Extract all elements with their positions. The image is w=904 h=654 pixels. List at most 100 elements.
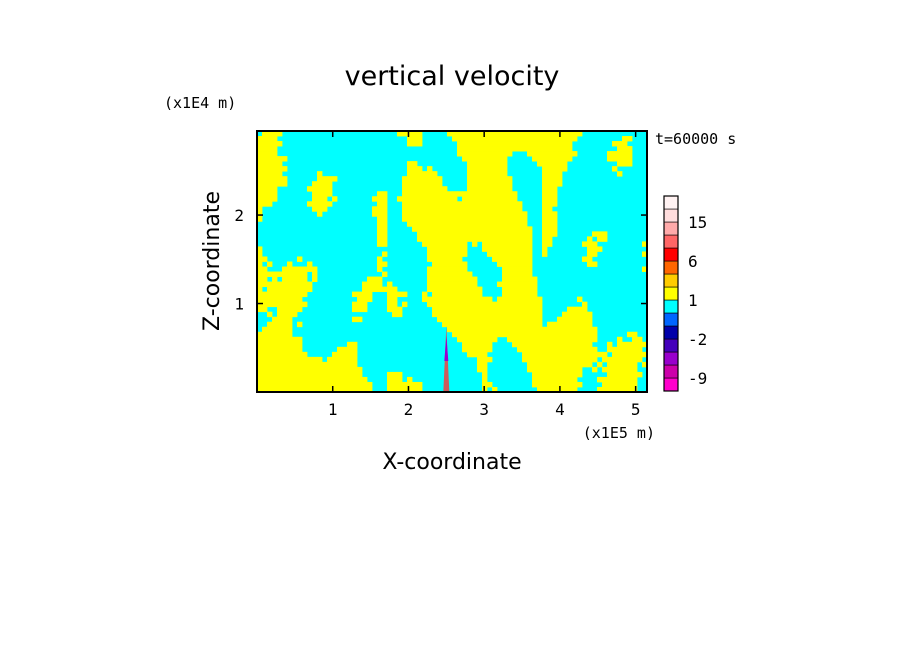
- positive-velocity-cell: [327, 186, 333, 192]
- positive-velocity-cell: [267, 186, 273, 192]
- positive-velocity-cell: [257, 276, 263, 282]
- positive-velocity-cell: [577, 321, 583, 328]
- positive-velocity-cell: [432, 261, 438, 267]
- positive-velocity-cell: [492, 161, 498, 167]
- positive-velocity-cell: [447, 226, 453, 232]
- positive-velocity-cell: [357, 306, 363, 313]
- positive-velocity-cell: [487, 356, 493, 363]
- colorbar-tick-label: 1: [688, 291, 698, 310]
- positive-velocity-cell: [507, 281, 513, 287]
- positive-velocity-cell: [437, 221, 443, 227]
- positive-velocity-cell: [447, 236, 453, 242]
- positive-velocity-cell: [532, 361, 538, 368]
- positive-velocity-cell: [472, 286, 478, 293]
- positive-velocity-cell: [437, 266, 443, 272]
- positive-velocity-cell: [537, 326, 543, 333]
- positive-velocity-cell: [642, 241, 647, 247]
- colorbar-swatch: [663, 221, 679, 236]
- positive-velocity-cell: [432, 311, 438, 318]
- positive-velocity-cell: [497, 226, 503, 232]
- positive-velocity-cell: [342, 356, 348, 363]
- positive-velocity-cell: [472, 131, 478, 137]
- positive-velocity-cell: [467, 146, 473, 152]
- positive-velocity-cell: [297, 346, 303, 353]
- positive-velocity-cell: [297, 266, 303, 272]
- positive-velocity-cell: [262, 176, 268, 182]
- positive-velocity-cell: [267, 371, 273, 378]
- positive-velocity-cell: [317, 376, 323, 383]
- positive-velocity-cell: [452, 281, 458, 287]
- positive-velocity-cell: [417, 176, 423, 182]
- positive-velocity-cell: [512, 221, 518, 227]
- positive-velocity-cell: [632, 371, 638, 378]
- positive-velocity-cell: [577, 296, 583, 303]
- positive-velocity-cell: [427, 256, 433, 262]
- positive-velocity-cell: [497, 281, 503, 287]
- positive-velocity-cell: [567, 326, 573, 333]
- positive-velocity-cell: [257, 351, 263, 358]
- positive-velocity-cell: [587, 321, 593, 328]
- positive-velocity-cell: [607, 156, 613, 162]
- positive-velocity-cell: [302, 386, 308, 392]
- positive-velocity-cell: [562, 141, 568, 147]
- positive-velocity-cell: [362, 381, 368, 388]
- positive-velocity-cell: [507, 251, 513, 257]
- positive-velocity-cell: [507, 231, 513, 237]
- positive-velocity-cell: [372, 211, 378, 217]
- positive-velocity-cell: [322, 386, 328, 392]
- positive-velocity-cell: [542, 371, 548, 378]
- positive-velocity-cell: [542, 341, 548, 348]
- positive-velocity-cell: [497, 216, 503, 222]
- positive-velocity-cell: [552, 331, 558, 338]
- positive-velocity-cell: [552, 341, 558, 348]
- positive-velocity-cell: [507, 291, 513, 298]
- positive-velocity-cell: [492, 206, 498, 212]
- positive-velocity-cell: [437, 181, 443, 187]
- colorbar-swatch: [663, 299, 679, 314]
- positive-velocity-cell: [417, 386, 423, 392]
- positive-velocity-cell: [517, 296, 523, 303]
- positive-velocity-cell: [617, 381, 623, 388]
- positive-velocity-cell: [437, 271, 443, 277]
- positive-velocity-cell: [457, 226, 463, 232]
- positive-velocity-cell: [487, 246, 493, 252]
- positive-velocity-cell: [267, 146, 273, 152]
- positive-velocity-cell: [412, 206, 418, 212]
- positive-velocity-cell: [327, 361, 333, 368]
- positive-velocity-cell: [442, 221, 448, 227]
- positive-velocity-cell: [612, 366, 618, 373]
- positive-velocity-cell: [527, 136, 533, 142]
- positive-velocity-cell: [442, 306, 448, 313]
- positive-velocity-cell: [352, 341, 358, 348]
- positive-velocity-cell: [542, 206, 548, 212]
- positive-velocity-cell: [482, 201, 488, 207]
- positive-velocity-cell: [312, 181, 318, 187]
- positive-velocity-cell: [272, 181, 278, 187]
- positive-velocity-cell: [572, 151, 578, 157]
- positive-velocity-cell: [592, 231, 598, 237]
- positive-velocity-cell: [517, 141, 523, 147]
- positive-velocity-cell: [307, 261, 313, 267]
- positive-velocity-cell: [432, 186, 438, 192]
- positive-velocity-cell: [462, 241, 468, 247]
- positive-velocity-cell: [427, 236, 433, 242]
- positive-velocity-cell: [617, 366, 623, 373]
- positive-velocity-cell: [507, 151, 513, 157]
- positive-velocity-cell: [317, 201, 323, 207]
- positive-velocity-cell: [267, 356, 273, 363]
- positive-velocity-cell: [552, 336, 558, 343]
- positive-velocity-cell: [502, 291, 508, 298]
- positive-velocity-cell: [417, 166, 423, 172]
- positive-velocity-cell: [407, 201, 413, 207]
- positive-velocity-cell: [552, 366, 558, 373]
- positive-velocity-cell: [552, 171, 558, 177]
- positive-velocity-cell: [392, 386, 398, 392]
- positive-velocity-cell: [502, 246, 508, 252]
- positive-velocity-cell: [267, 331, 273, 338]
- positive-velocity-cell: [502, 216, 508, 222]
- positive-velocity-cell: [447, 216, 453, 222]
- positive-velocity-cell: [422, 196, 428, 202]
- positive-velocity-cell: [507, 266, 513, 272]
- positive-velocity-cell: [407, 191, 413, 197]
- positive-velocity-cell: [642, 341, 647, 348]
